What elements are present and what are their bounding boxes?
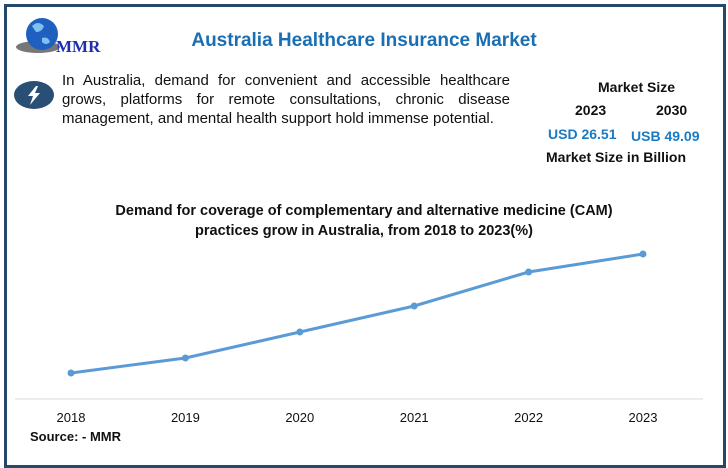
year-2030-label: 2030 [656,102,688,118]
logo-text: MMR [56,37,101,56]
market-unit-note: Market Size in Billion [546,149,687,165]
data-point [639,250,647,258]
data-point [181,354,189,362]
page-title: Australia Healthcare Insurance Market [191,30,537,51]
data-point [296,328,304,336]
market-size-heading: Market Size [598,79,676,95]
x-tick-label: 2023 [629,410,658,425]
year-2023-label: 2023 [575,102,607,118]
data-point [525,268,533,276]
mmr-logo: MMR [12,14,112,58]
market-value-2030: USB 49.09 [631,128,700,144]
chart-title-text: Demand for coverage of complementary and… [115,203,613,239]
series-line [70,252,644,375]
x-tick-label: 2022 [514,410,543,425]
lightning-bolt-icon [14,81,54,109]
globe-icon: MMR [16,18,101,56]
x-tick-label: 2020 [285,410,314,425]
data-point [67,369,75,377]
source-note: Source: - MMR [30,429,121,444]
x-tick-label: 2021 [400,410,429,425]
data-point [410,302,418,310]
chart-title: Demand for coverage of complementary and… [0,201,728,241]
description-text: In Australia, demand for convenient and … [62,72,510,127]
x-tick-label: 2018 [57,410,86,425]
x-tick-label: 2019 [171,410,200,425]
market-value-2023: USD 26.51 [548,126,617,142]
infographic-frame [4,4,726,468]
